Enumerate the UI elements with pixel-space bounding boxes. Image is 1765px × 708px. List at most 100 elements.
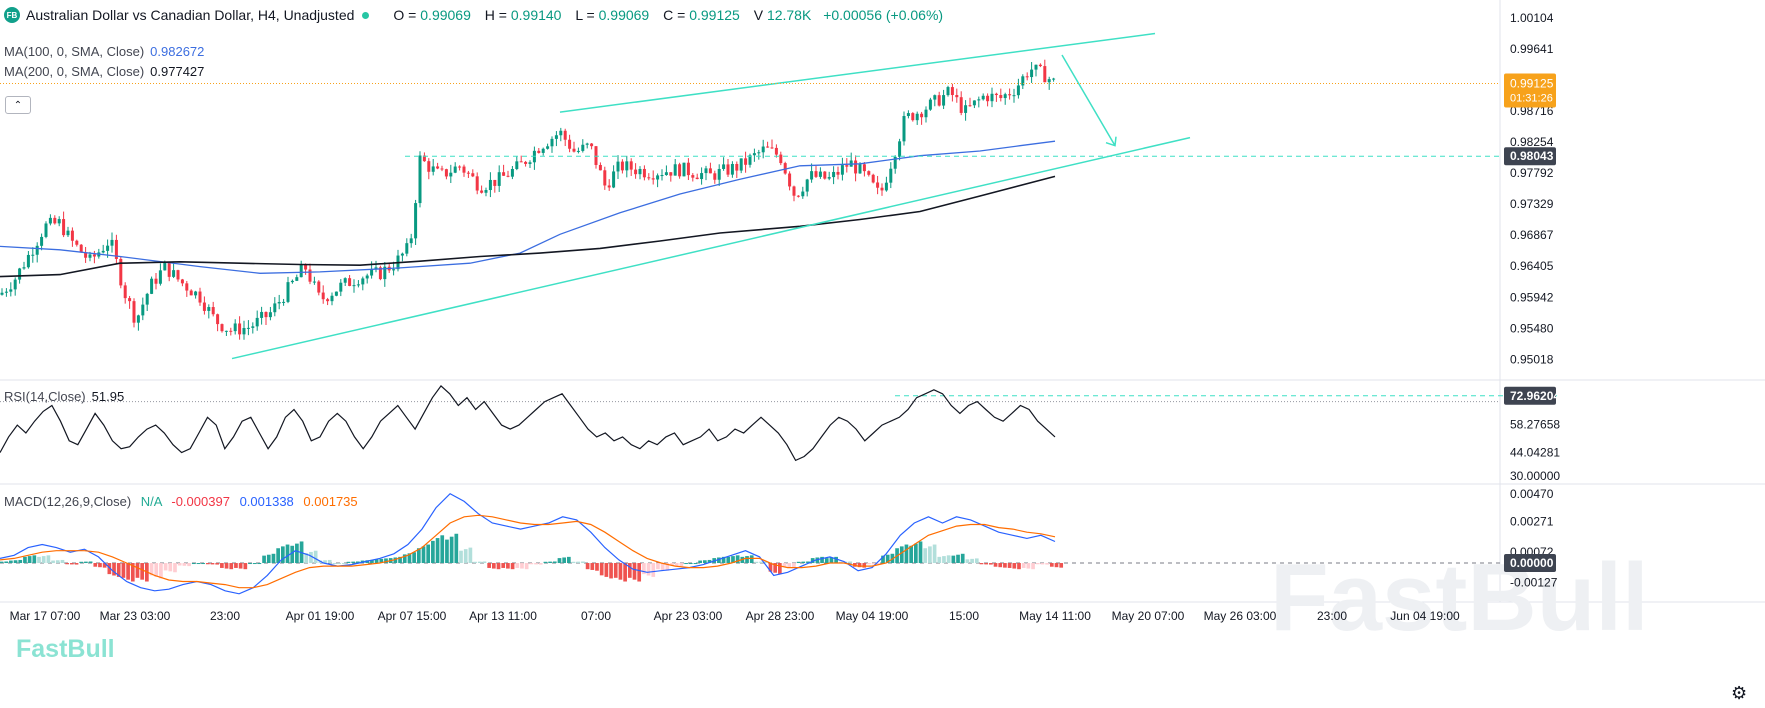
- macd-histogram-bar: [234, 563, 238, 568]
- symbol-title[interactable]: Australian Dollar vs Canadian Dollar, H4…: [26, 7, 355, 23]
- signal-line: [0, 514, 1056, 589]
- macd-histogram-bar: [942, 556, 946, 564]
- macd-histogram-bar: [163, 563, 168, 571]
- candle-body: [576, 150, 580, 152]
- candle-body: [44, 223, 48, 237]
- candle-body: [968, 105, 972, 107]
- chevron-up-icon[interactable]: ⌃: [5, 96, 31, 114]
- macd-histogram-bar: [660, 563, 665, 570]
- macd-histogram-bar: [421, 546, 426, 564]
- candle-body: [915, 113, 919, 121]
- macd-histogram-bar: [88, 561, 93, 564]
- price-tick-label: 0.97329: [1510, 197, 1554, 211]
- macd-histogram-bar: [55, 560, 60, 564]
- candle-body: [343, 278, 347, 283]
- time-tick-label: Jun 04 19:00: [1390, 609, 1460, 623]
- macd-histogram-bar: [196, 563, 201, 565]
- trendline[interactable]: [231, 136, 1191, 360]
- macd-zero-label: 0.00000: [1510, 556, 1554, 570]
- macd-histogram-bar: [918, 541, 923, 564]
- candle-body: [647, 177, 651, 179]
- candle-body: [13, 279, 17, 290]
- macd-histogram-bar: [65, 563, 69, 565]
- macd-histogram-bar: [599, 563, 604, 576]
- macd-histogram-bar: [431, 540, 435, 564]
- macd-histogram-bar: [13, 560, 18, 564]
- rsi-legend[interactable]: RSI(14,Close) 51.95: [4, 389, 125, 404]
- macd-histogram-bar: [567, 556, 571, 564]
- time-tick-label: 23:00: [210, 609, 240, 623]
- candle-body: [1030, 69, 1034, 78]
- price-pane[interactable]: [0, 32, 1500, 360]
- macd-histogram-bar: [956, 554, 960, 564]
- gear-icon[interactable]: ⚙: [1731, 683, 1748, 703]
- macd-histogram-bar: [848, 561, 853, 564]
- macd-histogram-bar: [130, 563, 135, 582]
- macd-legend[interactable]: MACD(12,26,9,Close) N/A -0.000397 0.0013…: [4, 494, 358, 509]
- candle-body: [286, 282, 290, 302]
- candle-body: [194, 291, 198, 296]
- candle-body: [427, 161, 431, 172]
- macd-histogram-bar: [524, 563, 529, 570]
- macd-histogram-bar: [41, 556, 46, 564]
- macd-histogram-bar: [426, 544, 431, 564]
- candle-body: [999, 95, 1003, 99]
- candle-body: [634, 169, 638, 175]
- candle-body: [453, 166, 457, 173]
- macd-histogram-bar: [116, 563, 121, 577]
- macd-histogram-bar: [215, 563, 220, 565]
- macd-histogram-bar: [698, 560, 702, 564]
- rsi-pane[interactable]: [0, 385, 1560, 462]
- macd-histogram-bar: [37, 556, 41, 564]
- candle-body: [374, 267, 378, 269]
- macd-histogram-bar: [140, 563, 145, 580]
- macd-histogram-bar: [674, 563, 679, 566]
- macd-histogram-bar: [0, 561, 4, 564]
- candle-body: [471, 173, 475, 177]
- candle-body: [757, 152, 761, 154]
- candle-body: [106, 245, 110, 251]
- macd-histogram-bar: [768, 563, 773, 572]
- macd-histogram-bar: [717, 557, 721, 564]
- macd-histogram-bar: [759, 561, 763, 564]
- axes: 1.001040.996410.987160.982540.977920.973…: [10, 11, 1561, 623]
- candle-body: [880, 187, 884, 191]
- macd-histogram-bar: [384, 558, 388, 564]
- macd-histogram-bar: [229, 563, 234, 570]
- macd-pane[interactable]: [0, 492, 1500, 595]
- candle-body: [356, 284, 360, 286]
- ma200-legend[interactable]: MA(200, 0, SMA, Close) 0.977427: [4, 64, 205, 79]
- macd-histogram-bar: [262, 555, 266, 564]
- macd-histogram-bar: [693, 563, 698, 565]
- macd-histogram-bar: [84, 561, 88, 564]
- macd-histogram-bar: [871, 563, 876, 565]
- macd-histogram-bar: [107, 563, 112, 575]
- macd-histogram-bar: [993, 563, 998, 567]
- candle-body: [317, 281, 321, 293]
- time-tick-label: Apr 13 11:00: [469, 609, 537, 623]
- macd-histogram-bar: [252, 563, 257, 565]
- macd-histogram-bar: [637, 563, 642, 582]
- candle-body: [823, 171, 827, 179]
- arrow-line[interactable]: [1061, 54, 1116, 147]
- candle-body: [774, 147, 778, 155]
- macd-histogram-bar: [1040, 563, 1045, 565]
- macd-histogram-bar: [778, 563, 782, 574]
- macd-histogram-bar: [613, 563, 618, 578]
- macd-histogram-bar: [295, 543, 299, 564]
- candle-body: [502, 172, 506, 176]
- candle-body: [189, 290, 193, 296]
- candle-body: [744, 158, 748, 165]
- candle-body: [409, 238, 413, 244]
- candle-body: [796, 195, 800, 197]
- candle-body: [906, 113, 910, 117]
- macd-histogram-bar: [721, 556, 726, 564]
- ma100-legend[interactable]: MA(100, 0, SMA, Close) 0.982672: [4, 44, 205, 59]
- candle-body: [748, 155, 752, 165]
- macd-histogram-bar: [271, 553, 276, 564]
- candle-body: [422, 155, 426, 162]
- macd-histogram-bar: [473, 561, 477, 564]
- macd-histogram-bar: [238, 563, 243, 569]
- trendline[interactable]: [559, 32, 1156, 113]
